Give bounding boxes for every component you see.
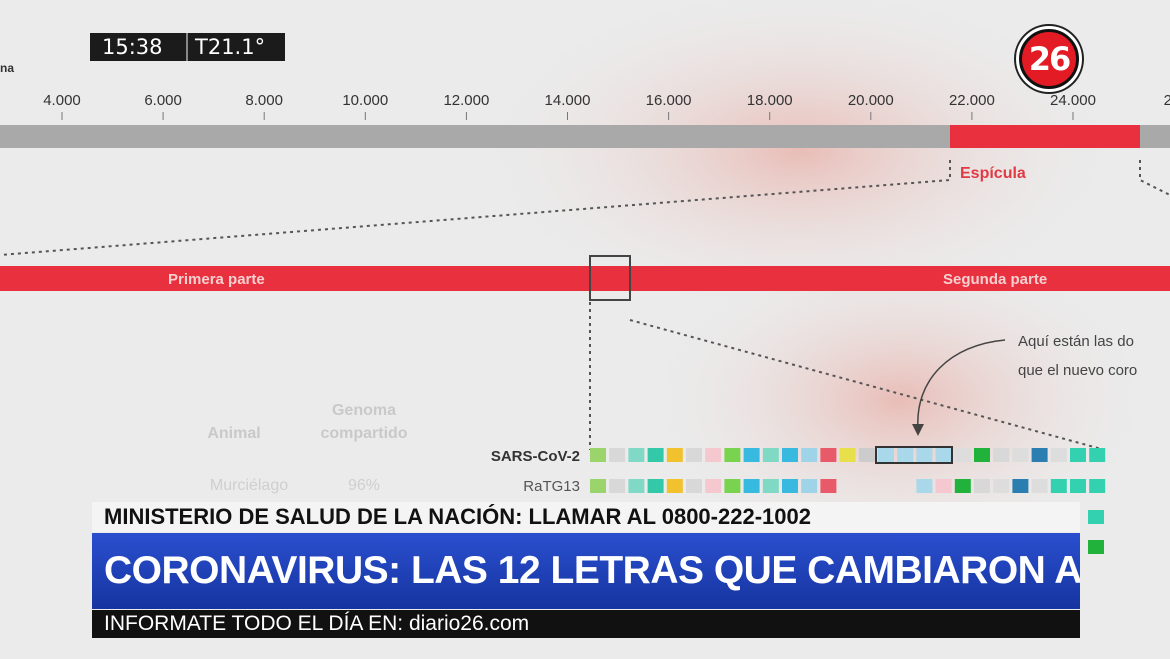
part-label: Primera parte	[168, 271, 265, 288]
base-cell	[1088, 540, 1104, 554]
corner-text: na	[0, 61, 14, 75]
base-cell	[628, 448, 645, 462]
annotation: que el nuevo coro	[1018, 362, 1137, 379]
base-cell	[1031, 448, 1048, 462]
zoom-box	[589, 255, 631, 301]
spike-bar	[950, 125, 1140, 148]
animal: Murciélago	[210, 477, 288, 494]
axis-tick-label: 22.000	[949, 92, 995, 109]
base-cell	[858, 448, 875, 462]
base-cell	[1050, 448, 1067, 462]
base-cell	[743, 479, 760, 493]
axis-tick-label: 4.000	[43, 92, 81, 109]
insert-highlight	[875, 446, 953, 464]
base-cell	[666, 448, 683, 462]
genome-share: 96%	[348, 477, 380, 494]
background-blur	[470, 0, 1130, 320]
base-cell	[878, 448, 894, 462]
base-cell	[801, 448, 818, 462]
base-cell	[974, 448, 990, 462]
clock: 15:38 T21.1°	[90, 33, 285, 61]
base-cell	[762, 448, 779, 462]
base-cell	[1089, 479, 1106, 493]
ticker-bottom: INFORMATE TODO EL DÍA EN: diario26.com	[92, 610, 1080, 638]
axis-tick-label: 14.000	[545, 92, 591, 109]
column-header: Genoma	[332, 402, 396, 419]
spike-label: Espícula	[960, 165, 1026, 182]
base-cell	[1070, 448, 1086, 462]
base-cell	[782, 448, 798, 462]
base-cell	[1089, 448, 1106, 462]
base-cell	[1050, 479, 1067, 493]
base-cell	[935, 448, 952, 462]
base-cell	[839, 448, 856, 462]
base-cell	[993, 479, 1010, 493]
axis-tick-label: 20.000	[848, 92, 894, 109]
annotation-arrow	[917, 339, 1006, 429]
base-cell	[762, 479, 779, 493]
base-cell	[686, 479, 702, 493]
base-cell	[1088, 510, 1104, 524]
base-cell	[590, 448, 606, 462]
axis-tick-label: 10.000	[342, 92, 388, 109]
axis-tick-label: 16.000	[646, 92, 692, 109]
headline: CORONAVIRUS: LAS 12 LETRAS QUE CAMBIARON…	[92, 533, 1080, 609]
connector	[589, 302, 1106, 451]
spike-detail-bar	[0, 266, 1170, 291]
base-cell	[609, 479, 626, 493]
column-header: compartido	[320, 425, 407, 442]
column-header: Animal	[207, 425, 260, 442]
base-cell	[820, 479, 837, 493]
ticker-top: MINISTERIO DE SALUD DE LA NACIÓN: LLAMAR…	[92, 502, 1080, 532]
base-cell	[1012, 479, 1029, 493]
temperature: T21.1°	[195, 35, 266, 59]
base-cell	[724, 479, 741, 493]
base-cell	[993, 448, 1010, 462]
base-cell	[954, 448, 971, 462]
base-cell	[974, 479, 990, 493]
base-cell	[609, 448, 626, 462]
base-cell	[705, 479, 722, 493]
time: 15:38	[102, 35, 163, 59]
base-cell	[801, 479, 818, 493]
base-cell	[590, 479, 606, 493]
base-cell	[686, 448, 702, 462]
base-cell	[916, 479, 933, 493]
axis-tick-label: 18.000	[747, 92, 793, 109]
base-cell	[647, 448, 664, 462]
base-cell	[954, 479, 971, 493]
axis-tick-label: 8.000	[245, 92, 283, 109]
base-cell	[897, 448, 914, 462]
base-cell	[724, 448, 741, 462]
part-label: Segunda parte	[943, 271, 1047, 288]
axis-tick-label: 6.000	[144, 92, 182, 109]
base-cell	[916, 448, 933, 462]
logo-text: 26	[1022, 32, 1076, 86]
sequence-name: RaTG13	[523, 478, 580, 495]
base-cell	[1070, 479, 1086, 493]
base-cell	[820, 448, 837, 462]
base-cell	[705, 448, 722, 462]
base-cell	[628, 479, 645, 493]
sequence-name: SARS-CoV-2	[491, 448, 580, 465]
base-cell	[1031, 479, 1048, 493]
base-cell	[935, 479, 952, 493]
genome-bar	[1140, 125, 1170, 148]
base-cell	[782, 479, 798, 493]
base-cell	[647, 479, 664, 493]
axis-tick-label: 12.000	[443, 92, 489, 109]
axis-tick-label: 24.000	[1050, 92, 1096, 109]
base-cell	[666, 479, 683, 493]
annotation: Aquí están las do	[1018, 333, 1134, 350]
axis-tick-label: 26.	[1164, 92, 1170, 109]
annotation-arrow-head	[912, 424, 924, 436]
base-cell	[743, 448, 760, 462]
connector	[0, 160, 1170, 256]
channel-logo: 26	[1016, 26, 1082, 92]
base-cell	[1012, 448, 1029, 462]
genome-bar	[0, 125, 950, 148]
